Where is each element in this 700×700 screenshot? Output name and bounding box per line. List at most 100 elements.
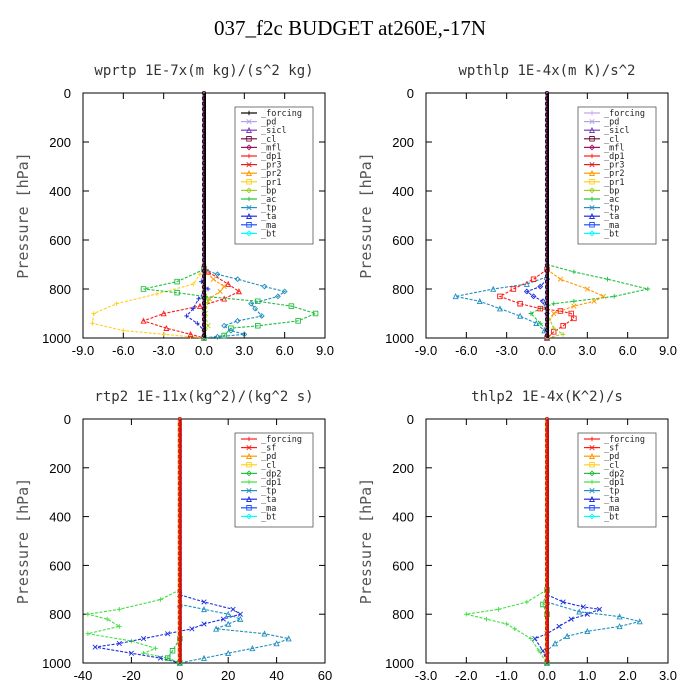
series-point — [196, 302, 203, 309]
legend-marker — [246, 479, 252, 485]
series-point — [523, 288, 530, 295]
zero-profile-marker — [201, 144, 206, 149]
series-point — [114, 301, 119, 306]
zero-profile-marker — [201, 252, 206, 257]
zero-profile-marker — [201, 311, 206, 316]
series-point — [140, 286, 147, 292]
legend-label: _ma — [261, 504, 276, 514]
zero-profile-marker — [545, 476, 550, 481]
series-point — [275, 293, 281, 300]
zero-profile-marker — [177, 658, 182, 663]
zero-profile-marker — [201, 117, 206, 122]
y-tick-label: 1000 — [385, 331, 414, 346]
series-point — [532, 635, 538, 642]
series-point — [258, 313, 265, 319]
legend-marker — [588, 169, 596, 176]
series-point — [213, 625, 220, 632]
series-line-tp — [203, 268, 286, 339]
zero-profile-marker — [545, 594, 550, 599]
legend-marker — [246, 444, 252, 451]
zero-profile-marker — [545, 513, 550, 518]
zero-profile-marker — [545, 214, 550, 219]
series-point — [128, 650, 135, 656]
zero-profile-marker — [177, 470, 182, 475]
series-line-tp — [179, 603, 291, 664]
legend-marker — [589, 161, 595, 168]
zero-profile-marker — [545, 647, 550, 652]
legend-label: _sicl — [604, 126, 630, 136]
series-point — [551, 310, 557, 317]
series-point — [165, 631, 171, 637]
legend-marker — [588, 495, 596, 502]
series-point — [116, 640, 122, 647]
zero-profile-marker — [177, 486, 182, 491]
legend-label: _bt — [604, 229, 619, 239]
series-point — [571, 315, 577, 322]
zero-profile-marker — [177, 594, 182, 599]
zero-profile-marker — [177, 492, 182, 497]
legend-label: _forcing — [261, 435, 302, 445]
series-point — [540, 648, 546, 654]
zero-profile-marker — [545, 604, 550, 609]
series-point — [194, 321, 200, 326]
series-point — [537, 321, 543, 326]
zero-profile-marker — [545, 161, 550, 166]
zero-profile-marker — [545, 626, 550, 631]
y-tick-label: 200 — [392, 461, 414, 476]
zero-profile-marker — [545, 204, 550, 209]
zero-profile-marker — [201, 263, 206, 268]
legend-label: _ta — [261, 495, 276, 505]
zero-profile-marker — [177, 535, 182, 540]
x-tick-label: 0 — [176, 668, 183, 683]
zero-profile-marker — [545, 422, 550, 427]
zero-profile-marker — [201, 317, 206, 322]
legend-label: _pr3 — [604, 161, 624, 171]
zero-profile-marker — [545, 328, 550, 333]
y-tick-label: 400 — [392, 184, 414, 199]
zero-profile-marker — [545, 150, 550, 155]
series-point — [528, 636, 534, 641]
zero-profile-marker — [177, 647, 182, 652]
zero-profile-marker — [177, 508, 182, 513]
x-tick-label: 40 — [269, 668, 283, 683]
zero-profile-marker — [177, 578, 182, 583]
legend-label: _ma — [604, 504, 619, 514]
series-point — [496, 607, 501, 612]
zero-profile-marker — [201, 247, 206, 252]
series-point — [512, 626, 518, 632]
zero-profile-marker — [177, 513, 182, 518]
y-axis-label: Pressure [hPa] — [14, 478, 32, 604]
zero-profile-marker — [545, 416, 550, 421]
series-point — [571, 303, 577, 309]
zero-profile-marker — [177, 583, 182, 588]
zero-profile-marker — [177, 518, 182, 523]
legend-label: _pd — [604, 118, 619, 128]
series-point — [576, 608, 583, 615]
series-point — [221, 322, 228, 329]
zero-profile-marker — [177, 567, 182, 572]
y-tick-label: 800 — [392, 607, 414, 622]
series-point — [161, 332, 166, 337]
legend-marker — [589, 444, 595, 451]
y-axis-label: Pressure [hPa] — [14, 152, 32, 278]
zero-profile-marker — [545, 561, 550, 566]
series-point — [261, 630, 268, 637]
legend-label: _pd — [604, 452, 619, 462]
legend-label: _ac — [261, 195, 276, 205]
legend-marker — [246, 153, 252, 159]
legend-label: _bp — [604, 186, 619, 196]
zero-profile-marker — [545, 285, 550, 290]
y-tick-label: 400 — [392, 510, 414, 525]
zero-profile-marker — [545, 572, 550, 577]
zero-profile-marker — [545, 497, 550, 502]
legend-label: _bp — [261, 186, 276, 196]
legend-marker — [589, 187, 595, 194]
legend-label: _pr1 — [604, 178, 624, 188]
zero-profile-marker — [545, 241, 550, 246]
zero-profile-marker — [545, 588, 550, 593]
zero-profile-marker — [201, 214, 206, 219]
series-point — [225, 649, 232, 656]
zero-profile-marker — [545, 518, 550, 523]
y-axis-label: Pressure [hPa] — [357, 478, 375, 604]
y-axis-label: Pressure [hPa] — [357, 152, 375, 278]
